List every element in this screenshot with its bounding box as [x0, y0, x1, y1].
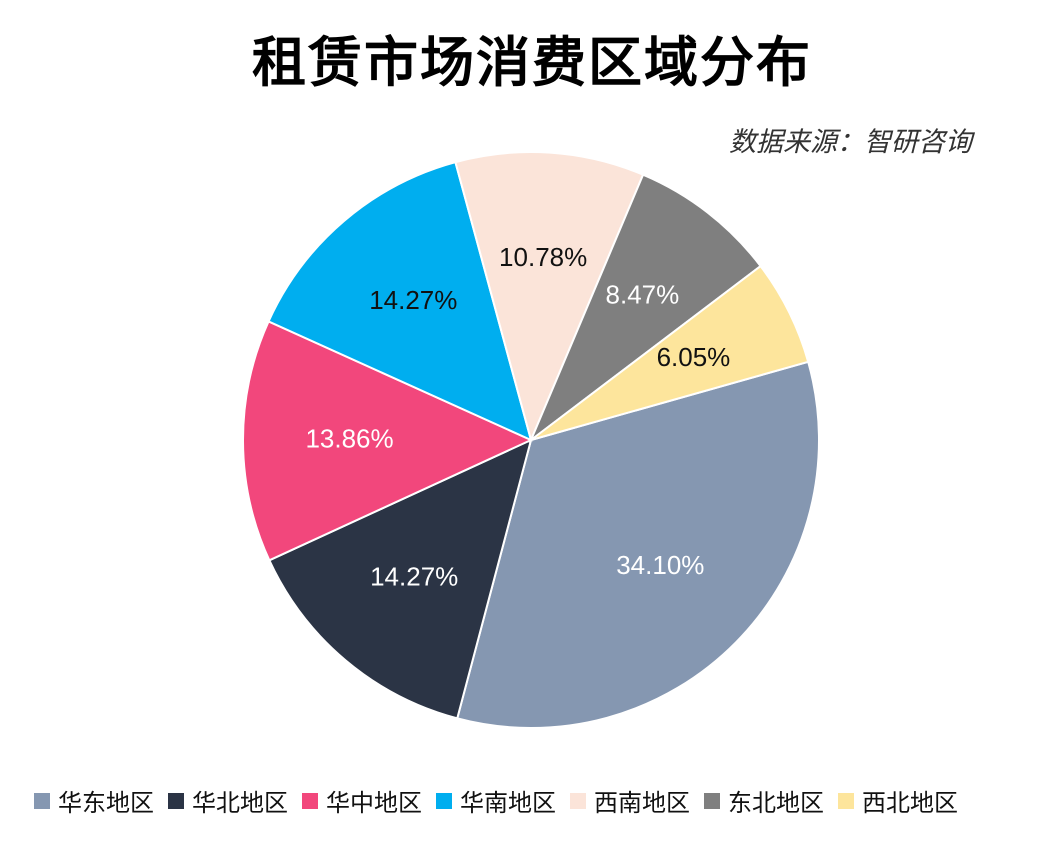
legend-label: 西北地区: [862, 789, 958, 817]
legend-item: 西北地区: [838, 783, 958, 818]
legend: 华东地区 华北地区 华中地区 华南地区 西南地区 东北地区 西北地区: [34, 783, 1064, 818]
legend-label: 华北地区: [192, 789, 288, 817]
pie-slice: [454, 151, 645, 444]
legend-item: 华北地区: [168, 783, 288, 818]
legend-label: 华中地区: [326, 789, 422, 817]
slice-data-label: 13.86%: [305, 423, 393, 453]
legend-item: 东北地区: [704, 783, 824, 818]
legend-label: 华南地区: [460, 789, 556, 817]
pie-slice: [268, 438, 533, 720]
legend-item: 华中地区: [302, 783, 422, 818]
legend-label: 华东地区: [58, 789, 154, 817]
legend-label: 东北地区: [728, 789, 824, 817]
legend-swatch: [838, 792, 854, 809]
data-source-note: 数据来源：智研咨询: [729, 127, 972, 158]
legend-swatch: [168, 792, 184, 809]
chart-title: 租赁市场消费区域分布: [252, 31, 812, 94]
legend-swatch: [436, 792, 452, 809]
legend-swatch: [570, 792, 586, 809]
legend-item: 华东地区: [34, 783, 154, 818]
pie-slice: [456, 360, 820, 729]
legend-swatch: [302, 792, 318, 809]
legend-item: 西南地区: [570, 783, 690, 818]
slice-data-label: 34.10%: [616, 550, 704, 580]
slice-data-label: 14.27%: [370, 562, 458, 592]
pie-slice: [242, 320, 534, 562]
legend-label: 西南地区: [594, 789, 690, 817]
slice-data-label: 14.27%: [369, 285, 457, 315]
slice-data-label: 8.47%: [606, 280, 680, 310]
legend-item: 华南地区: [436, 783, 556, 818]
legend-swatch: [704, 792, 720, 809]
pie-slice: [267, 160, 533, 442]
legend-swatch: [34, 792, 50, 809]
pie-slice: [530, 264, 810, 441]
slice-data-label: 6.05%: [657, 342, 731, 372]
pie-slice: [528, 173, 762, 444]
slice-data-label: 10.78%: [499, 242, 587, 272]
